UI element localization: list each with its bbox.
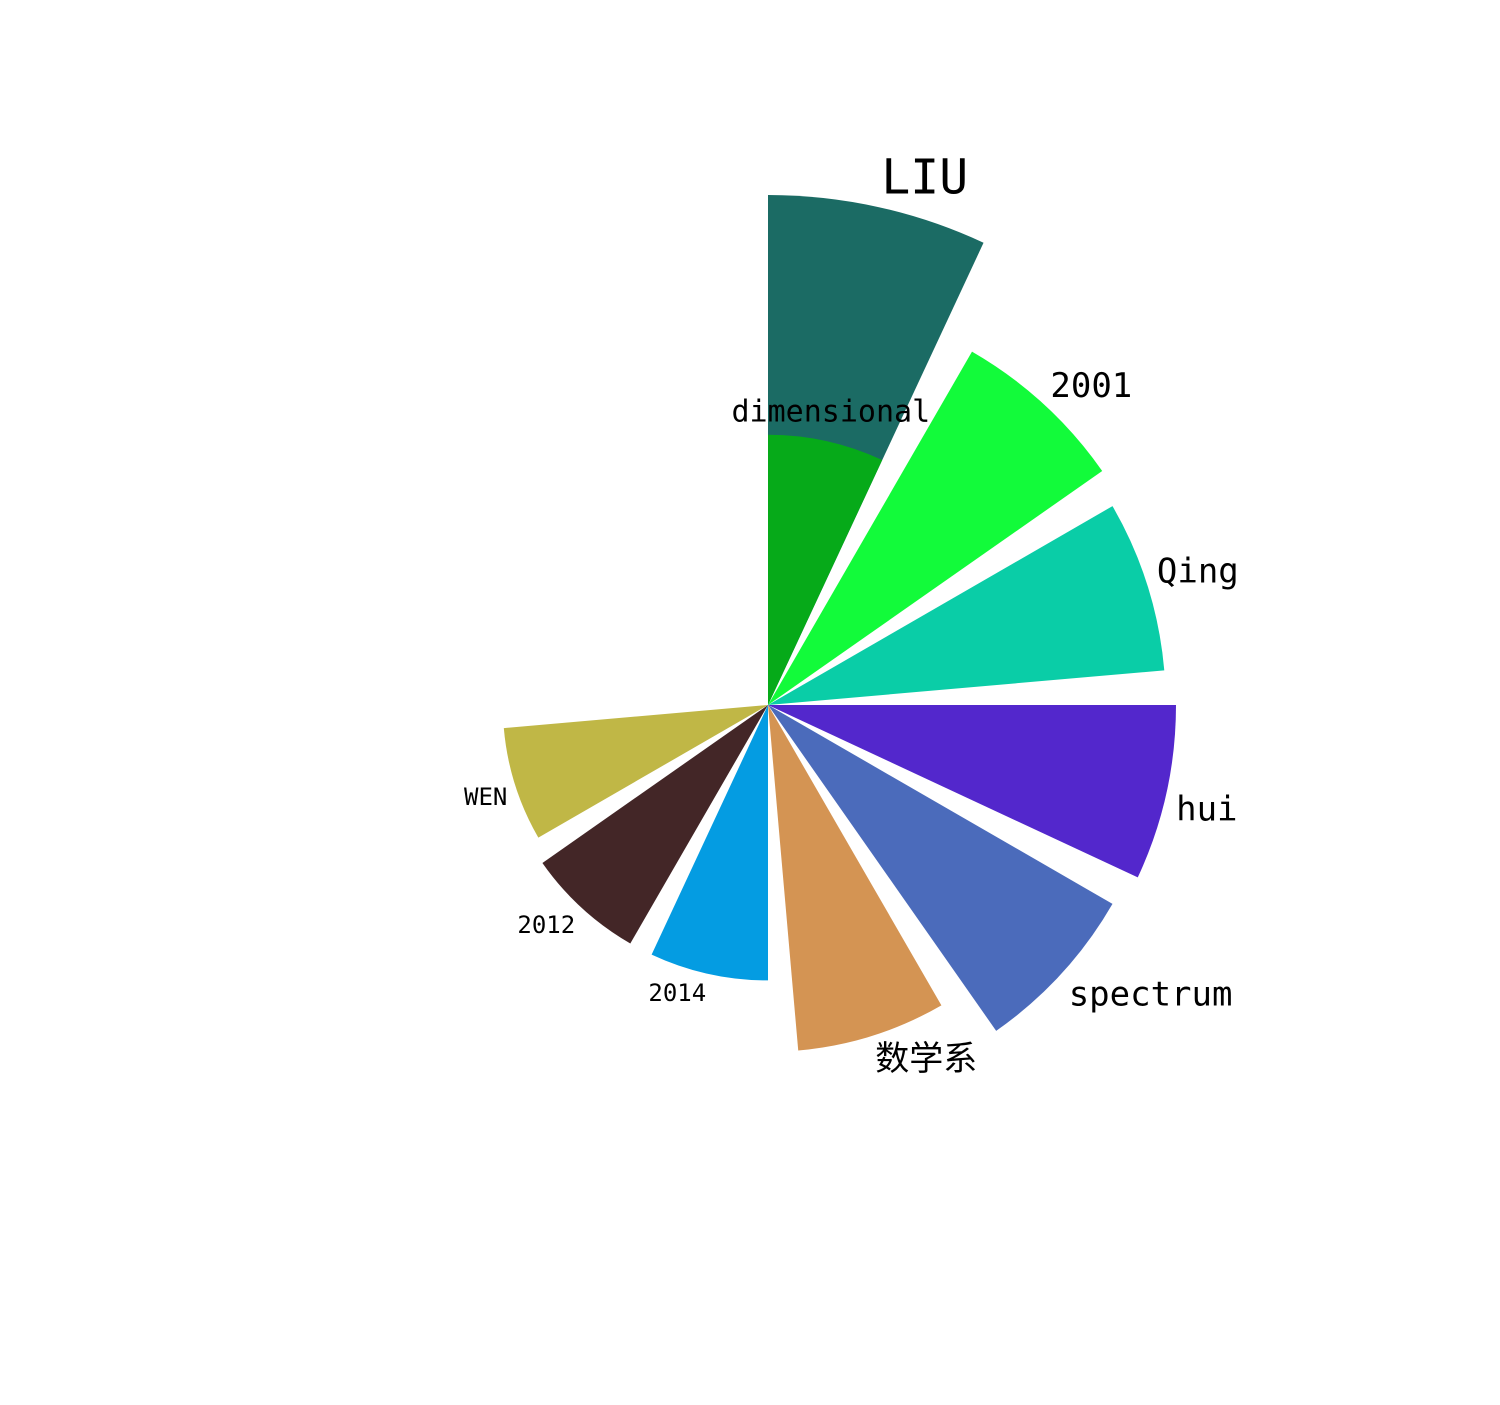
category-label-4: spectrum bbox=[1069, 974, 1233, 1014]
wedge-4 bbox=[768, 705, 1113, 1031]
category-label-5: 数学系 bbox=[875, 1039, 977, 1079]
category-label-6: 2014 bbox=[648, 979, 706, 1007]
category-label-8: WEN bbox=[464, 783, 507, 811]
wedge-6 bbox=[651, 705, 768, 981]
category-label-2: Qing bbox=[1157, 551, 1239, 591]
wedge-inner-segment bbox=[768, 434, 883, 705]
wedge-7 bbox=[542, 705, 768, 944]
wedge-5 bbox=[768, 705, 942, 1051]
wedge-2 bbox=[768, 506, 1165, 705]
category-label-3: hui bbox=[1176, 789, 1237, 829]
inner-segment-label: dimensional bbox=[731, 395, 930, 430]
category-label-1: 2001 bbox=[1050, 366, 1132, 406]
wedge-8 bbox=[503, 705, 768, 838]
wedge-1 bbox=[768, 351, 1103, 705]
category-label-7: 2012 bbox=[517, 911, 575, 939]
category-label-0: LIU bbox=[881, 149, 968, 205]
wedge-3 bbox=[768, 705, 1176, 878]
